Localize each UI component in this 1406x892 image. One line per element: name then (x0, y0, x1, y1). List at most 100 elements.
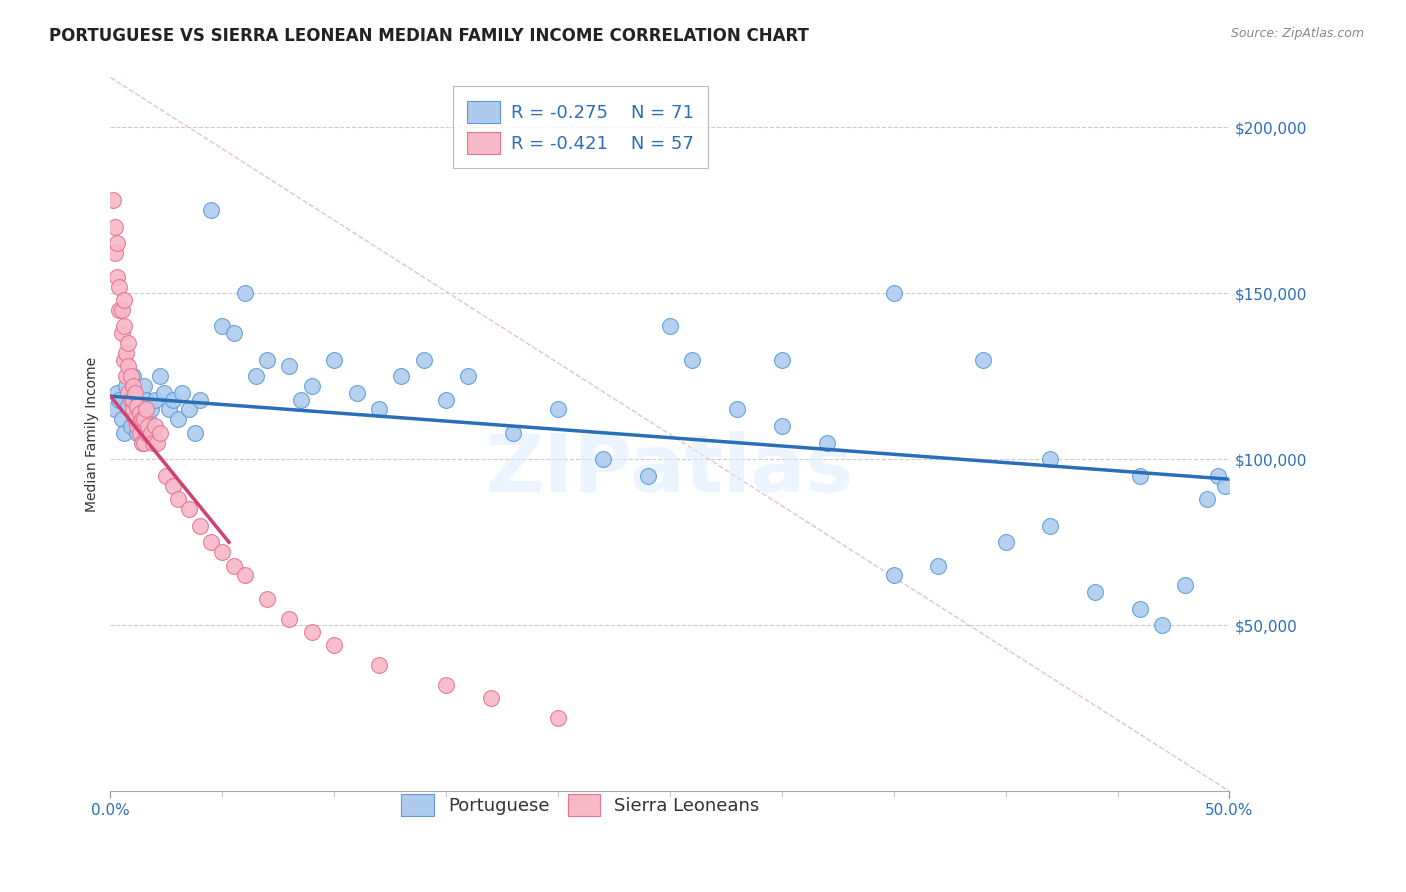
Point (547, 711, 569, 725)
Point (143, 392, 166, 407)
Point (323, 638, 346, 652)
Point (389, 369, 412, 384)
Point (135, 425, 157, 440)
Point (112, 319, 135, 334)
Point (434, 392, 457, 407)
Point (121, 402, 143, 417)
Point (146, 435, 169, 450)
Point (132, 412, 155, 426)
Text: PORTUGUESE VS SIERRA LEONEAN MEDIAN FAMILY INCOME CORRELATION CHART: PORTUGUESE VS SIERRA LEONEAN MEDIAN FAMI… (49, 27, 808, 45)
Point (112, 425, 135, 440)
Point (479, 691, 502, 706)
Point (502, 425, 524, 440)
Point (110, 412, 132, 426)
Point (132, 399, 155, 413)
Point (121, 379, 143, 393)
Point (1084, 585, 1107, 599)
Point (1174, 578, 1197, 592)
Point (155, 468, 177, 483)
Point (110, 326, 132, 340)
Point (278, 359, 301, 374)
Point (117, 336, 139, 351)
Point (127, 419, 149, 434)
Point (1213, 479, 1236, 493)
Point (149, 369, 172, 384)
Point (200, 203, 222, 218)
Point (117, 385, 139, 400)
Point (104, 246, 127, 260)
Point (368, 658, 391, 673)
Point (132, 435, 155, 450)
Point (138, 412, 160, 426)
Point (153, 385, 176, 400)
Point (222, 326, 245, 340)
Point (1039, 452, 1062, 467)
Point (128, 406, 150, 420)
Point (120, 392, 142, 407)
Point (770, 352, 793, 367)
Point (128, 425, 150, 440)
Point (139, 402, 162, 417)
Point (131, 419, 153, 434)
Point (124, 409, 146, 423)
Point (547, 402, 569, 417)
Point (592, 452, 614, 467)
Point (101, 194, 124, 208)
Point (301, 624, 323, 639)
Point (120, 369, 142, 384)
Point (368, 402, 391, 417)
Point (112, 293, 135, 307)
Point (211, 545, 233, 559)
Point (725, 402, 748, 417)
Point (681, 352, 703, 367)
Point (121, 369, 143, 384)
Point (1206, 468, 1229, 483)
Point (110, 302, 132, 317)
Point (142, 425, 165, 440)
Point (883, 286, 905, 301)
Point (142, 435, 165, 450)
Point (117, 359, 139, 374)
Point (131, 412, 153, 426)
Point (120, 419, 142, 434)
Point (434, 678, 457, 692)
Point (104, 402, 127, 417)
Point (162, 392, 184, 407)
Point (188, 518, 211, 533)
Point (323, 352, 346, 367)
Point (105, 385, 128, 400)
Point (157, 402, 180, 417)
Point (149, 425, 172, 440)
Point (278, 612, 301, 626)
Point (115, 379, 138, 393)
Point (166, 492, 188, 507)
Point (128, 402, 150, 417)
Point (138, 419, 160, 434)
Point (346, 385, 368, 400)
Point (1195, 492, 1218, 507)
Point (211, 319, 233, 334)
Point (457, 369, 479, 384)
Point (200, 535, 222, 549)
Point (233, 286, 256, 301)
Point (162, 479, 184, 493)
Point (166, 412, 188, 426)
Y-axis label: Median Family Income: Median Family Income (86, 357, 100, 512)
Point (127, 425, 149, 440)
Text: ZIPatlas: ZIPatlas (486, 431, 853, 509)
Point (143, 419, 166, 434)
Point (177, 502, 200, 516)
Point (245, 369, 267, 384)
Text: Source: ZipAtlas.com: Source: ZipAtlas.com (1230, 27, 1364, 40)
Point (121, 392, 143, 407)
Point (883, 568, 905, 582)
Point (115, 369, 138, 384)
Point (124, 385, 146, 400)
Point (127, 399, 149, 413)
Point (927, 558, 949, 573)
Point (256, 591, 278, 606)
Point (770, 419, 793, 434)
Point (139, 425, 162, 440)
Point (1039, 518, 1062, 533)
Point (994, 535, 1017, 549)
